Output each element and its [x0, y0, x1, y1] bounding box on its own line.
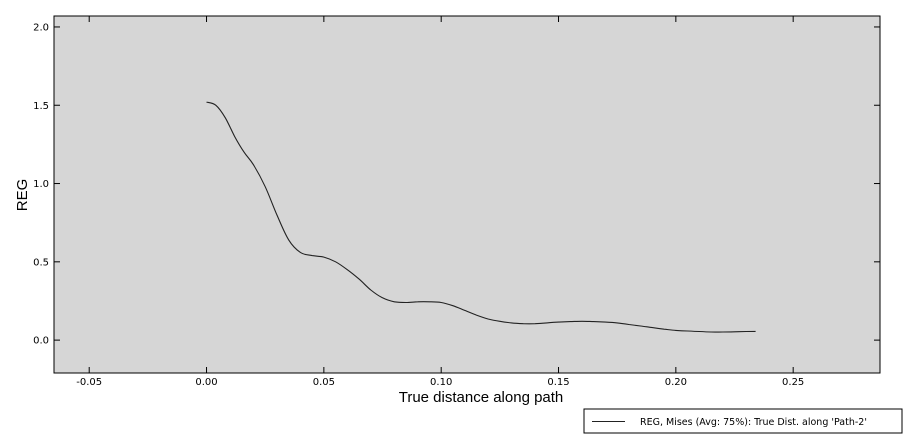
x-axis-label: True distance along path	[399, 389, 564, 406]
plot-area	[53, 15, 881, 374]
legend-box	[583, 408, 903, 434]
y-tick-labels: 0.0 0.5 1.0 1.5 2.0	[33, 22, 49, 346]
x-tick-label: 0.20	[665, 377, 687, 388]
y-tick-label: 2.0	[33, 22, 49, 33]
y-tick-label: 0.0	[33, 336, 49, 347]
x-tick-labels: -0.05 0.00 0.05 0.10 0.15 0.20 0.25	[76, 377, 804, 388]
y-tick-label: 0.5	[33, 257, 49, 268]
x-tick-label: 0.25	[782, 377, 804, 388]
x-tick-label: -0.05	[76, 377, 102, 388]
y-axis-label: REG	[14, 179, 31, 212]
x-tick-label: 0.10	[430, 377, 452, 388]
x-tick-label: 0.15	[547, 377, 569, 388]
y-tick-label: 1.5	[33, 101, 49, 112]
legend-entry-label: REG, Mises (Avg: 75%): True Dist. along …	[640, 417, 867, 428]
tick-marks	[54, 16, 880, 373]
x-tick-label: 0.05	[313, 377, 335, 388]
y-tick-label: 1.0	[33, 179, 49, 190]
series-line	[206, 101, 756, 333]
x-tick-label: 0.00	[195, 377, 217, 388]
legend: REG, Mises (Avg: 75%): True Dist. along …	[583, 408, 903, 434]
